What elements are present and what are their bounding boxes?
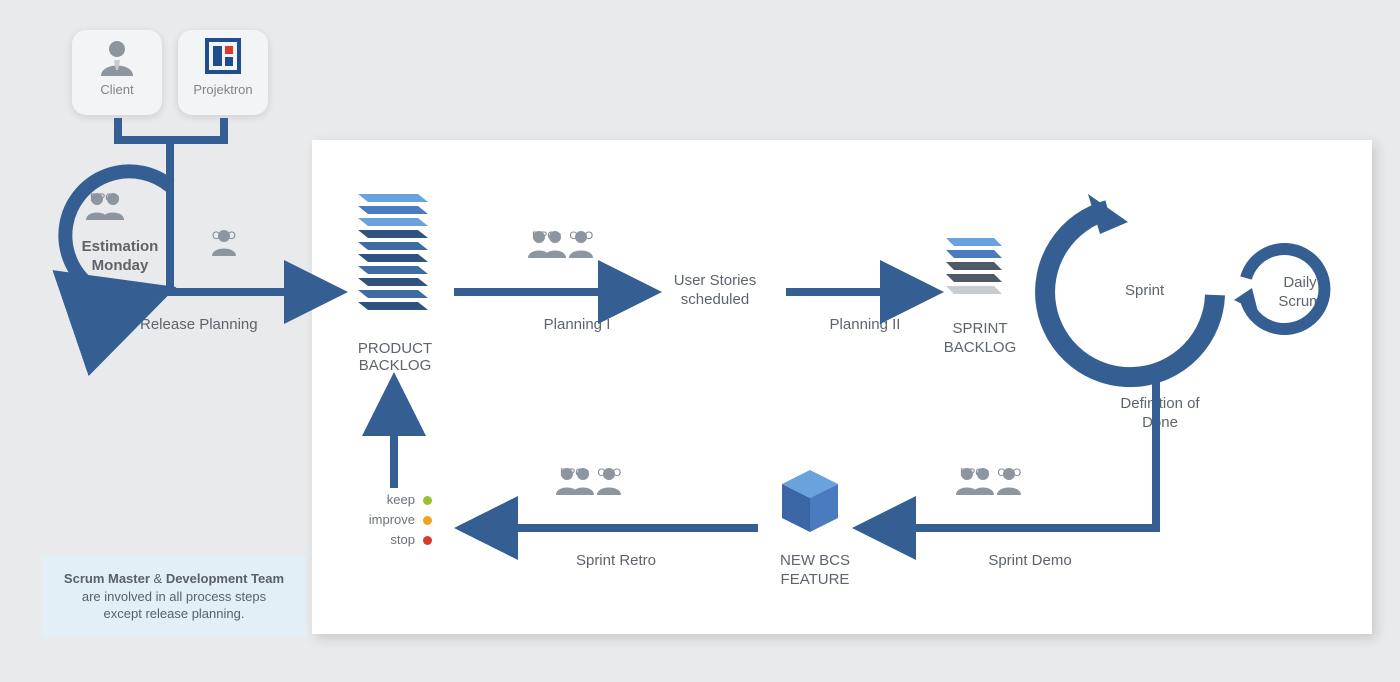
sprint-label: Sprint (1125, 282, 1164, 299)
client-card: Client (72, 30, 162, 115)
user-stories-label: User Stories scheduled (650, 272, 780, 310)
product-backlog-label: PRODUCT BACKLOG (330, 340, 460, 374)
dot-improve (423, 516, 432, 525)
dpos-estimation-group: DPOs (90, 190, 119, 204)
estimation-monday-label: Estimation Monday (75, 238, 165, 276)
new-feature-label: NEW BCS FEATURE (760, 552, 870, 590)
feature-cube-icon (770, 460, 850, 540)
scrum-note: Scrum Master & Development Team are invo… (42, 556, 306, 637)
sprint-backlog-icon (938, 236, 1008, 306)
planning2-label: Planning II (810, 316, 920, 333)
people-pair-icon (554, 465, 596, 495)
sprint-demo-label: Sprint Demo (970, 552, 1090, 569)
definition-of-done-label: Definition of Done (1100, 395, 1220, 433)
sprint-backlog-label: SPRINT BACKLOG (930, 320, 1030, 358)
planning1-roles: DPOs CPO (532, 228, 593, 242)
projektron-card: Projektron (178, 30, 268, 115)
projektron-logo-icon (203, 36, 243, 76)
people-pair-icon (526, 228, 568, 258)
sprint-demo-roles: DPOs CPO (960, 465, 1021, 479)
person-icon (210, 228, 238, 256)
people-pair-icon (84, 190, 126, 220)
retro-outcome-list: keep improve stop (352, 490, 432, 550)
scrum-process-diagram: Client Projektron DPOs Estimation Monda (0, 0, 1400, 682)
dot-stop (423, 536, 432, 545)
person-icon (595, 465, 623, 495)
person-icon (995, 465, 1023, 495)
people-pair-icon (954, 465, 996, 495)
person-icon (567, 228, 595, 258)
sprint-retro-roles: DPOs CPO (560, 465, 621, 479)
person-icon (97, 36, 137, 76)
planning1-label: Planning I (522, 316, 632, 333)
cpo-release-group: CPO (212, 228, 236, 242)
daily-scrum-label: Daily Scrum (1265, 274, 1335, 312)
projektron-card-label: Projektron (178, 82, 268, 97)
sprint-retro-label: Sprint Retro (556, 552, 676, 569)
dot-keep (423, 496, 432, 505)
client-card-label: Client (72, 82, 162, 97)
product-backlog-icon (348, 192, 434, 322)
release-planning-label: Release Planning (140, 316, 258, 333)
